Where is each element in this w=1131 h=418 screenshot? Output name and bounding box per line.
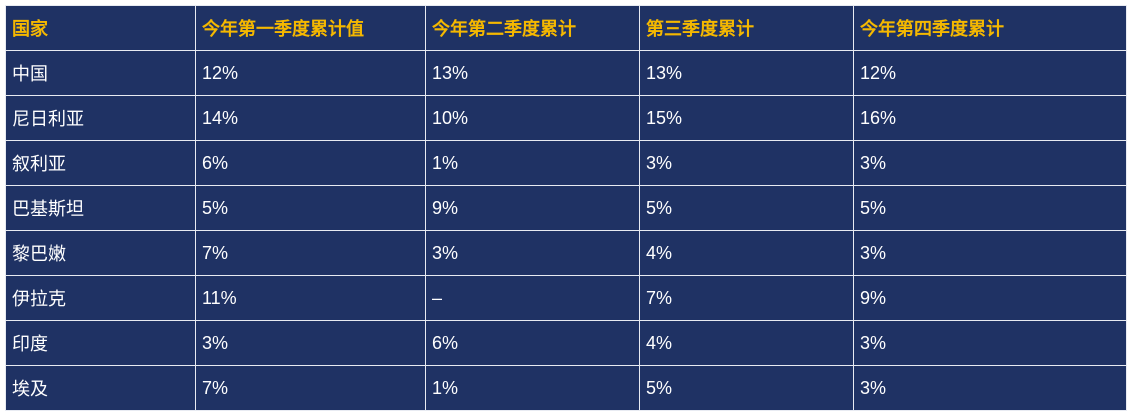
table-row: 中国 12% 13% 13% 12% xyxy=(5,50,1127,96)
cell-q1: 11% xyxy=(195,275,426,321)
cell-q2: 3% xyxy=(425,230,640,276)
cell-q3: 7% xyxy=(639,275,854,321)
table-row: 黎巴嫩 7% 3% 4% 3% xyxy=(5,230,1127,276)
header-q2: 今年第二季度累计 xyxy=(425,5,640,51)
header-country: 国家 xyxy=(5,5,196,51)
cell-q3: 4% xyxy=(639,320,854,366)
cell-q3: 13% xyxy=(639,50,854,96)
cell-country: 中国 xyxy=(5,50,196,96)
cell-q4: 5% xyxy=(853,185,1127,231)
table-row: 叙利亚 6% 1% 3% 3% xyxy=(5,140,1127,186)
data-table: 国家 今年第一季度累计值 今年第二季度累计 第三季度累计 今年第四季度累计 中国… xyxy=(5,5,1127,411)
table-header: 国家 今年第一季度累计值 今年第二季度累计 第三季度累计 今年第四季度累计 xyxy=(5,5,1127,51)
cell-country: 伊拉克 xyxy=(5,275,196,321)
cell-q4: 3% xyxy=(853,365,1127,411)
cell-q4: 12% xyxy=(853,50,1127,96)
cell-q2: – xyxy=(425,275,640,321)
header-row: 国家 今年第一季度累计值 今年第二季度累计 第三季度累计 今年第四季度累计 xyxy=(5,5,1127,51)
cell-q3: 5% xyxy=(639,365,854,411)
cell-q3: 5% xyxy=(639,185,854,231)
cell-q2: 9% xyxy=(425,185,640,231)
cell-country: 尼日利亚 xyxy=(5,95,196,141)
cell-q4: 3% xyxy=(853,140,1127,186)
cell-q1: 5% xyxy=(195,185,426,231)
cell-q1: 14% xyxy=(195,95,426,141)
table-row: 巴基斯坦 5% 9% 5% 5% xyxy=(5,185,1127,231)
cell-q1: 6% xyxy=(195,140,426,186)
cell-q4: 3% xyxy=(853,320,1127,366)
header-q1: 今年第一季度累计值 xyxy=(195,5,426,51)
cell-q1: 12% xyxy=(195,50,426,96)
table-row: 尼日利亚 14% 10% 15% 16% xyxy=(5,95,1127,141)
cell-q1: 7% xyxy=(195,365,426,411)
table-row: 印度 3% 6% 4% 3% xyxy=(5,320,1127,366)
table-body: 中国 12% 13% 13% 12% 尼日利亚 14% 10% 15% 16% … xyxy=(5,50,1127,411)
cell-q2: 1% xyxy=(425,365,640,411)
header-q3: 第三季度累计 xyxy=(639,5,854,51)
table-row: 伊拉克 11% – 7% 9% xyxy=(5,275,1127,321)
cell-q3: 15% xyxy=(639,95,854,141)
cell-q2: 6% xyxy=(425,320,640,366)
cell-country: 黎巴嫩 xyxy=(5,230,196,276)
cell-q4: 9% xyxy=(853,275,1127,321)
cell-country: 叙利亚 xyxy=(5,140,196,186)
cell-country: 巴基斯坦 xyxy=(5,185,196,231)
header-q4: 今年第四季度累计 xyxy=(853,5,1127,51)
cell-q2: 13% xyxy=(425,50,640,96)
cell-q2: 10% xyxy=(425,95,640,141)
cell-q1: 7% xyxy=(195,230,426,276)
cell-q2: 1% xyxy=(425,140,640,186)
cell-q1: 3% xyxy=(195,320,426,366)
cell-q3: 4% xyxy=(639,230,854,276)
cell-country: 埃及 xyxy=(5,365,196,411)
cell-q3: 3% xyxy=(639,140,854,186)
table-row: 埃及 7% 1% 5% 3% xyxy=(5,365,1127,411)
cell-q4: 16% xyxy=(853,95,1127,141)
cell-country: 印度 xyxy=(5,320,196,366)
cell-q4: 3% xyxy=(853,230,1127,276)
